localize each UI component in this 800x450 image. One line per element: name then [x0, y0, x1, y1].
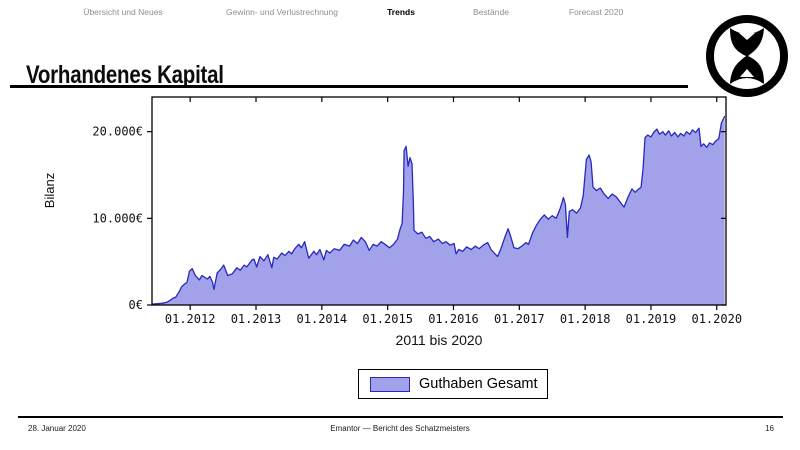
- nav-item-forecast[interactable]: Forecast 2020: [568, 7, 624, 17]
- title-rule: [10, 85, 688, 88]
- svg-text:01.2017: 01.2017: [494, 312, 545, 326]
- footer-center-text: Emantor — Bericht des Schatzmeisters: [330, 424, 470, 433]
- x-axis-label: 2011 bis 2020: [395, 332, 483, 348]
- legend-label: Guthaben Gesamt: [419, 376, 538, 392]
- svg-text:01.2012: 01.2012: [165, 312, 216, 326]
- footer-rule: [18, 416, 783, 418]
- svg-text:01.2013: 01.2013: [231, 312, 282, 326]
- svg-text:01.2019: 01.2019: [626, 312, 677, 326]
- nav-item-trends[interactable]: Trends: [387, 7, 415, 17]
- footer-page-number: 16: [765, 424, 774, 433]
- svg-text:01.2015: 01.2015: [362, 312, 413, 326]
- chart-legend: Guthaben Gesamt: [358, 369, 548, 399]
- nav-item-uebersicht[interactable]: Übersicht und Neues: [83, 7, 163, 17]
- footer-date: 28. Januar 2020: [28, 424, 86, 433]
- page-title: Vorhandenes Kapital: [26, 60, 224, 89]
- svg-text:10.000€: 10.000€: [92, 211, 143, 225]
- y-axis-label: Bilanz: [42, 172, 58, 209]
- svg-text:01.2020: 01.2020: [691, 312, 742, 326]
- svg-text:0€: 0€: [129, 298, 143, 312]
- svg-text:20.000€: 20.000€: [92, 125, 143, 139]
- svg-text:01.2018: 01.2018: [560, 312, 611, 326]
- svg-text:01.2014: 01.2014: [297, 312, 348, 326]
- nav-item-guv[interactable]: Gewinn- und Verlustrechnung: [226, 7, 338, 17]
- svg-text:01.2016: 01.2016: [428, 312, 479, 326]
- legend-swatch: [370, 376, 410, 392]
- hourglass-logo-icon: [706, 15, 788, 97]
- nav-item-bestaende[interactable]: Bestände: [473, 7, 509, 17]
